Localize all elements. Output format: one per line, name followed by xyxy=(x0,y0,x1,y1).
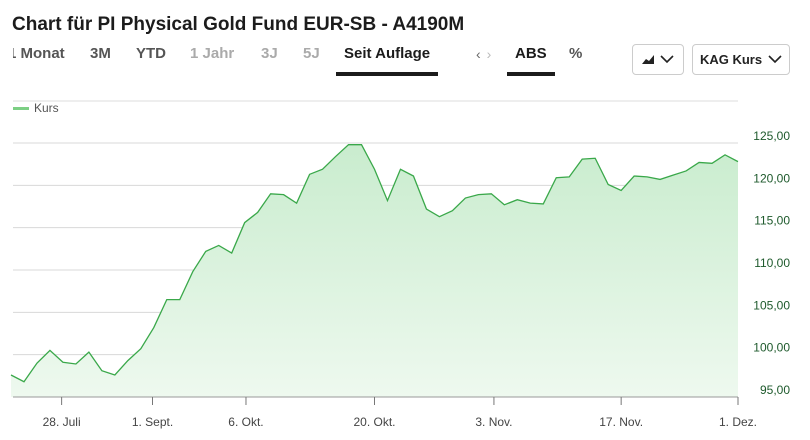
chevron-left-icon[interactable]: ‹ xyxy=(476,46,487,62)
y-tick-label: 105,00 xyxy=(753,298,790,312)
tab-3j[interactable]: 3J xyxy=(261,45,278,62)
x-tick-label: 28. Juli xyxy=(43,415,81,429)
legend-item-kurs[interactable]: Kurs xyxy=(13,101,59,115)
tab-seit-auflage[interactable]: Seit Auflage xyxy=(335,45,439,76)
x-tick-label: 1. Dez. xyxy=(719,415,757,429)
x-tick-label: 17. Nov. xyxy=(599,415,643,429)
legend-swatch xyxy=(13,106,29,110)
x-tick-label: 3. Nov. xyxy=(475,415,512,429)
chevron-down-icon xyxy=(660,55,674,64)
source-select-label: KAG Kurs xyxy=(699,52,763,67)
period-nav: ‹› xyxy=(476,46,497,62)
y-tick-label: 115,00 xyxy=(754,214,790,228)
x-tick-label: 6. Okt. xyxy=(228,415,263,429)
y-tick-label: 100,00 xyxy=(753,341,790,355)
chart-type-button[interactable] xyxy=(632,44,684,75)
source-select[interactable]: KAG Kurs xyxy=(692,44,790,75)
y-tick-label: 110,00 xyxy=(754,256,790,270)
y-tick-label: 125,00 xyxy=(753,129,790,143)
chevron-right-icon[interactable]: › xyxy=(486,46,498,62)
y-tick-label: 120,00 xyxy=(753,171,790,185)
x-tick-label: 20. Okt. xyxy=(353,415,395,429)
legend-label: Kurs xyxy=(34,101,59,115)
tab-1-jahr[interactable]: 1 Jahr xyxy=(190,45,235,62)
tab-1-monat[interactable]: 1 Monat xyxy=(8,45,65,62)
tab-3m[interactable]: 3M xyxy=(90,45,111,62)
chevron-down-icon xyxy=(768,55,782,64)
tab-5j[interactable]: 5J xyxy=(303,45,320,62)
mode-abs[interactable]: ABS xyxy=(507,45,555,76)
x-tick-label: 1. Sept. xyxy=(132,415,173,429)
y-tick-label: 95,00 xyxy=(760,383,790,397)
mode-percent[interactable]: % xyxy=(569,45,583,62)
tab-ytd[interactable]: YTD xyxy=(136,45,166,62)
area-chart-icon xyxy=(642,55,654,64)
page-title: Chart für PI Physical Gold Fund EUR-SB -… xyxy=(12,14,465,35)
area-fill xyxy=(11,144,738,397)
